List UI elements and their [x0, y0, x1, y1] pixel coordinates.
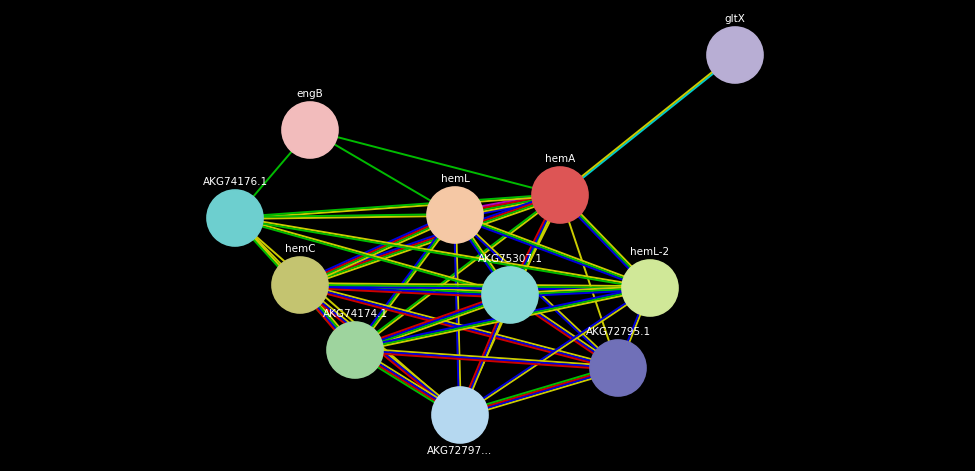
Circle shape [327, 322, 383, 378]
Text: AKG74176.1: AKG74176.1 [203, 177, 267, 187]
Text: hemL-2: hemL-2 [631, 247, 670, 257]
Text: AKG74174.1: AKG74174.1 [323, 309, 388, 319]
Circle shape [427, 187, 483, 243]
Text: AKG72795.1: AKG72795.1 [585, 327, 650, 337]
Circle shape [622, 260, 678, 316]
Circle shape [432, 387, 488, 443]
Circle shape [707, 27, 763, 83]
Text: engB: engB [296, 89, 324, 99]
Circle shape [482, 267, 538, 323]
Circle shape [590, 340, 646, 396]
Text: gltX: gltX [724, 14, 746, 24]
Text: AKG72797...: AKG72797... [427, 446, 492, 456]
Text: hemL: hemL [441, 174, 469, 184]
Text: AKG75307.1: AKG75307.1 [478, 254, 542, 264]
Text: hemC: hemC [285, 244, 315, 254]
Circle shape [532, 167, 588, 223]
Circle shape [207, 190, 263, 246]
Circle shape [282, 102, 338, 158]
Text: hemA: hemA [545, 154, 575, 164]
Circle shape [272, 257, 328, 313]
